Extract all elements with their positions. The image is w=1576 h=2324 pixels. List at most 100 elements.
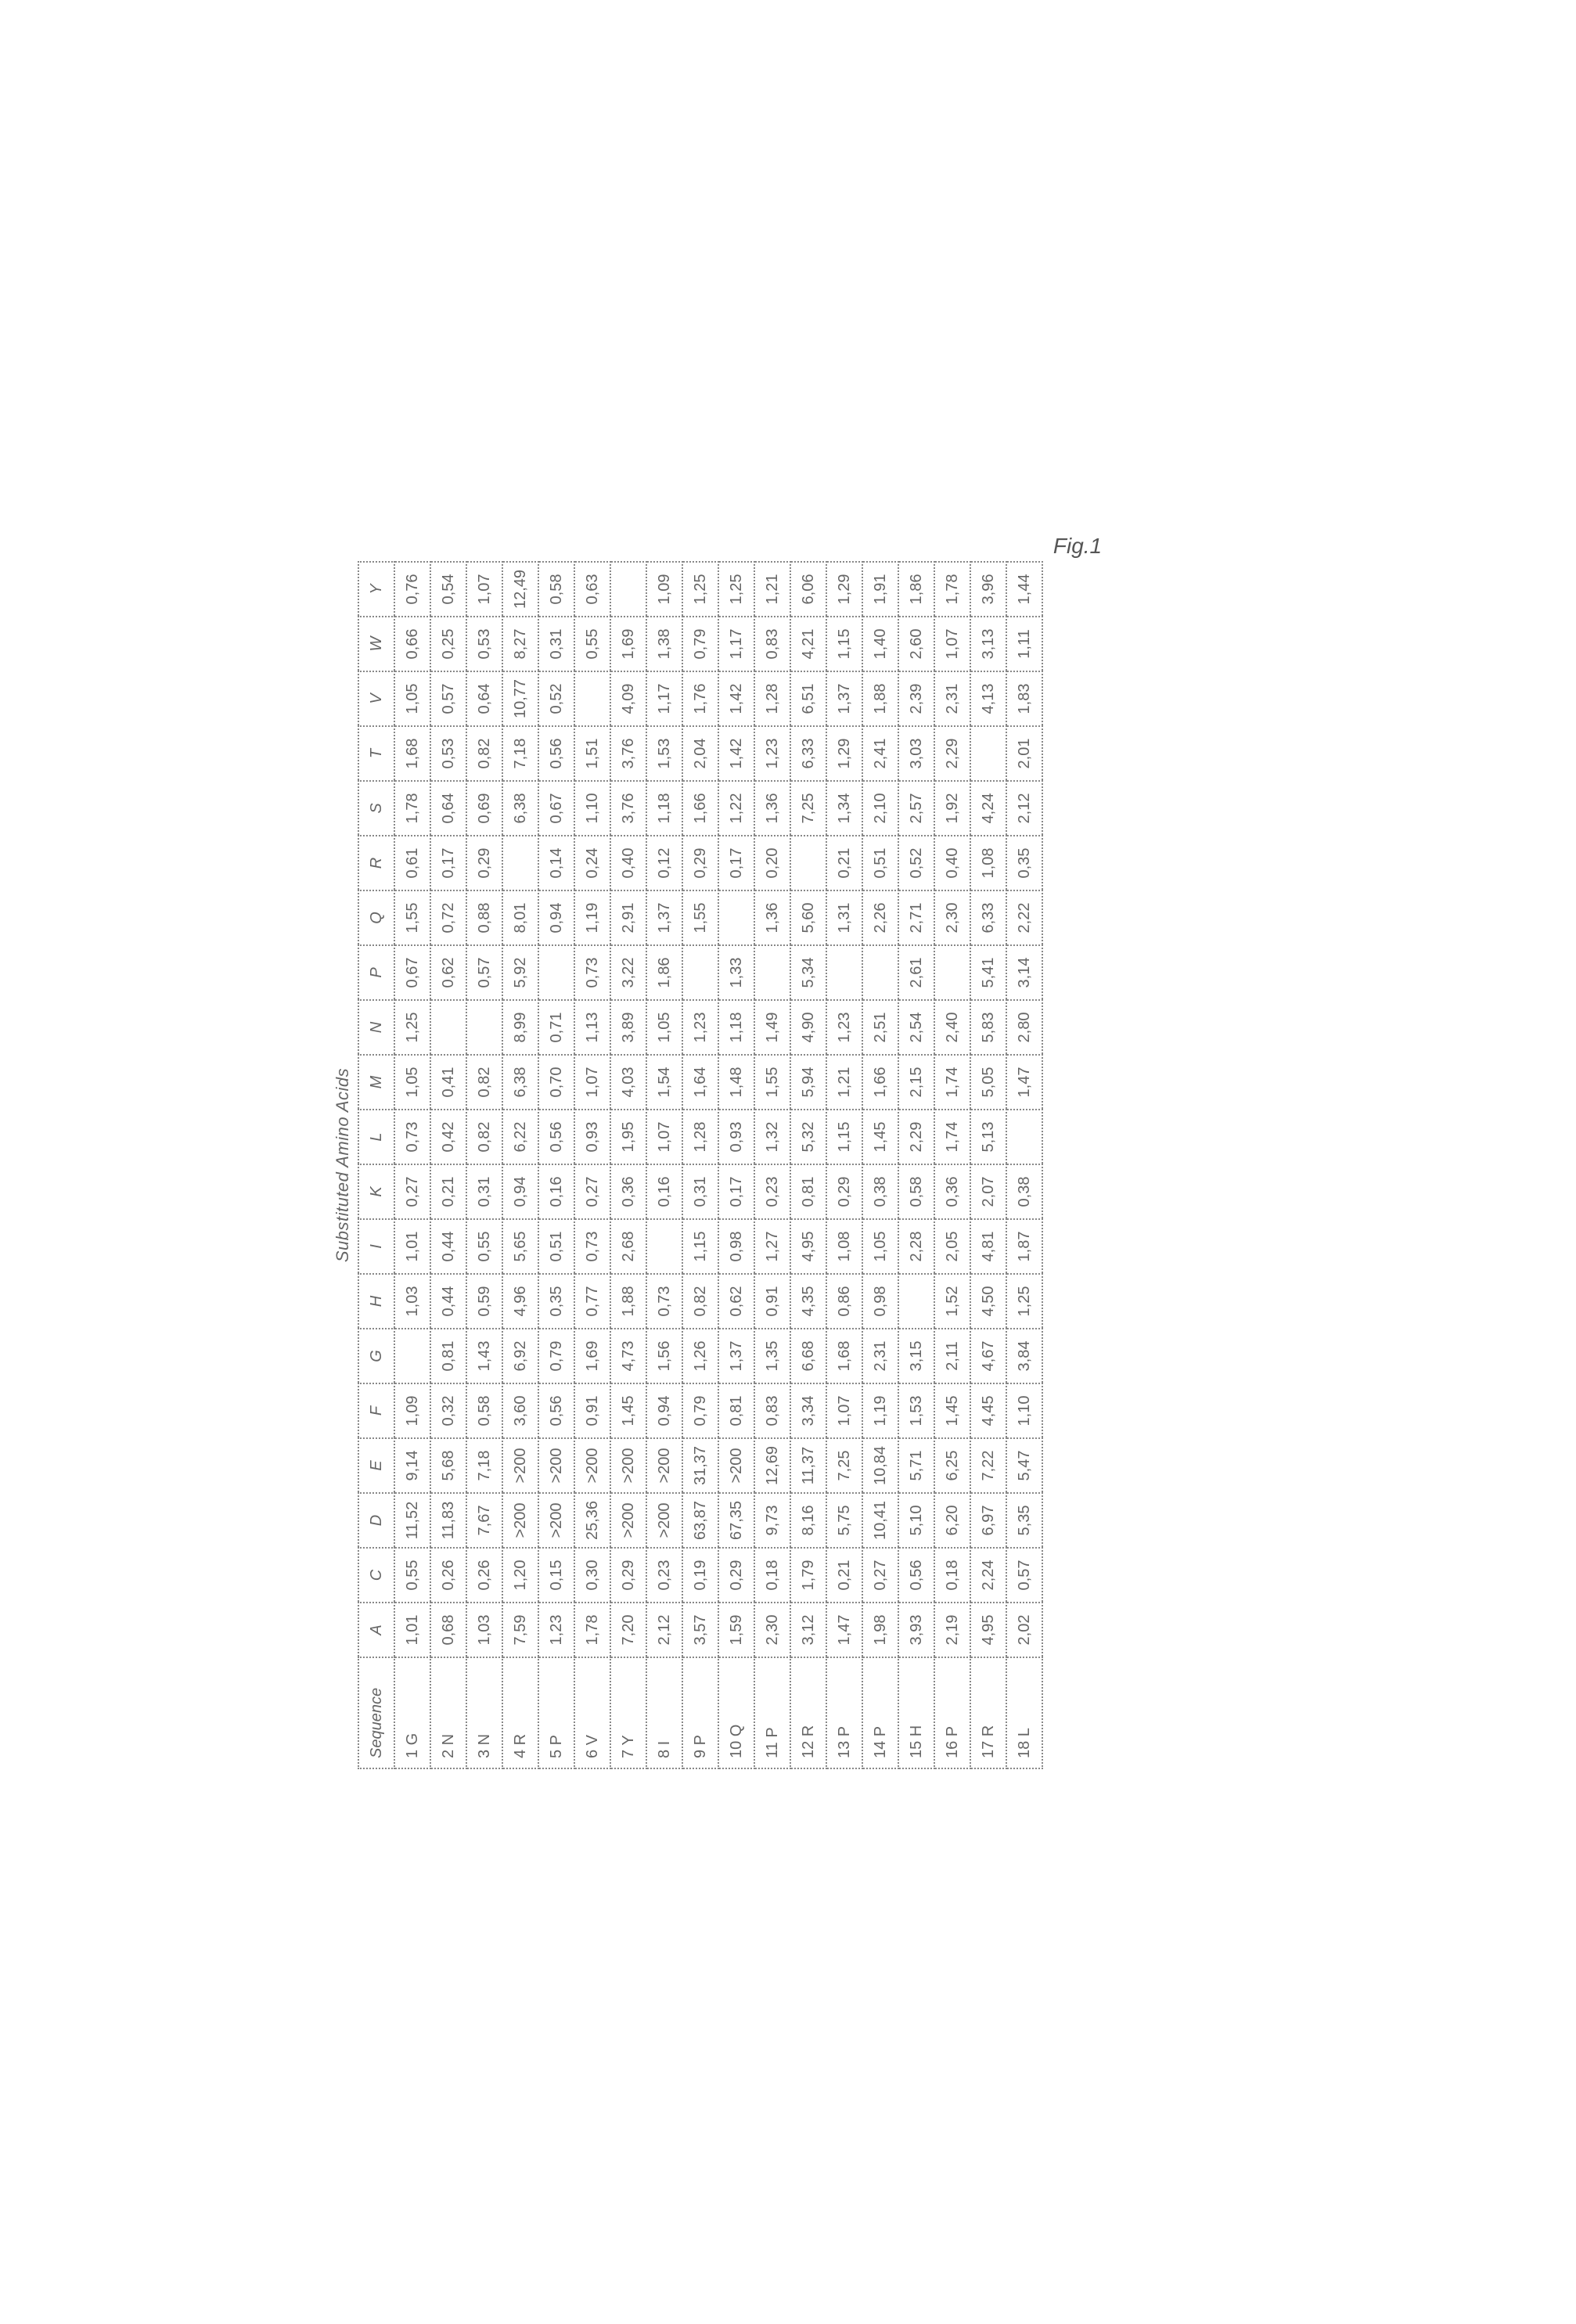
cell-value: 0,27 xyxy=(574,1164,610,1219)
cell-value: 1,05 xyxy=(862,1219,898,1274)
cell-value: 0,72 xyxy=(430,890,466,945)
cell-value: 5,41 xyxy=(970,945,1006,1000)
cell-value: 0,56 xyxy=(898,1548,934,1603)
cell-value: 6,22 xyxy=(502,1110,538,1164)
col-Y: Y xyxy=(358,562,394,617)
cell-value: 3,76 xyxy=(610,781,646,836)
cell-value: 1,11 xyxy=(1006,617,1042,671)
cell-value: 0,73 xyxy=(574,1219,610,1274)
cell-value: 8,27 xyxy=(502,617,538,671)
cell-value: 3,22 xyxy=(610,945,646,1000)
cell-value: 2,30 xyxy=(754,1603,790,1657)
cell-value: 6,68 xyxy=(790,1329,826,1383)
cell-value: 9,73 xyxy=(754,1493,790,1548)
cell-value: 1,79 xyxy=(790,1548,826,1603)
cell-sequence: 2 N xyxy=(430,1657,466,1768)
table-row: 18 L2,020,575,355,471,103,841,251,870,38… xyxy=(1006,562,1042,1768)
cell-value: 4,95 xyxy=(970,1603,1006,1657)
cell-value: 0,12 xyxy=(646,836,682,890)
cell-value: 2,24 xyxy=(970,1548,1006,1603)
cell-sequence: 7 Y xyxy=(610,1657,646,1768)
cell-value: 3,34 xyxy=(790,1383,826,1438)
cell-value: 1,07 xyxy=(646,1110,682,1164)
cell-value: 2,15 xyxy=(898,1055,934,1110)
cell-value: 2,30 xyxy=(934,890,970,945)
cell-value: 0,82 xyxy=(466,1055,502,1110)
cell-value: 0,94 xyxy=(538,890,574,945)
cell-value: 1,33 xyxy=(718,945,754,1000)
col-L: L xyxy=(358,1110,394,1164)
cell-sequence: 13 P xyxy=(826,1657,862,1768)
cell-value: 0,86 xyxy=(826,1274,862,1329)
cell-value: 1,91 xyxy=(862,562,898,617)
cell-value: 0,66 xyxy=(394,617,430,671)
cell-value: 0,17 xyxy=(718,1164,754,1219)
col-D: D xyxy=(358,1493,394,1548)
cell-value: 4,67 xyxy=(970,1329,1006,1383)
cell-value: 4,81 xyxy=(970,1219,1006,1274)
cell-value xyxy=(574,671,610,726)
cell-value: 5,05 xyxy=(970,1055,1006,1110)
cell-value: 0,82 xyxy=(466,1110,502,1164)
cell-value: 0,57 xyxy=(1006,1548,1042,1603)
table-header-row: SequenceACDEFGHIKLMNPQRSTVWY xyxy=(358,562,394,1768)
cell-value: 0,91 xyxy=(574,1383,610,1438)
cell-value: 1,74 xyxy=(934,1055,970,1110)
cell-value: 0,58 xyxy=(898,1164,934,1219)
cell-value: 0,81 xyxy=(718,1383,754,1438)
cell-value: 0,81 xyxy=(430,1329,466,1383)
cell-value xyxy=(826,945,862,1000)
cell-value: 11,83 xyxy=(430,1493,466,1548)
cell-value: 0,56 xyxy=(538,726,574,781)
cell-value: 0,51 xyxy=(862,836,898,890)
cell-value: 0,41 xyxy=(430,1055,466,1110)
cell-value: 0,44 xyxy=(430,1219,466,1274)
table-row: 1 G1,010,5511,529,141,091,031,010,270,73… xyxy=(394,562,430,1768)
cell-value: 1,13 xyxy=(574,1000,610,1055)
cell-value xyxy=(610,562,646,617)
cell-value: 7,18 xyxy=(502,726,538,781)
cell-value: 1,47 xyxy=(826,1603,862,1657)
cell-value: 1,48 xyxy=(718,1055,754,1110)
cell-value xyxy=(790,836,826,890)
cell-value: 1,15 xyxy=(826,617,862,671)
cell-value: 4,35 xyxy=(790,1274,826,1329)
cell-value: 4,96 xyxy=(502,1274,538,1329)
cell-value: 1,08 xyxy=(970,836,1006,890)
cell-value: 5,35 xyxy=(1006,1493,1042,1548)
cell-value xyxy=(754,945,790,1000)
cell-value: 0,76 xyxy=(394,562,430,617)
cell-value: 1,36 xyxy=(754,781,790,836)
cell-value: 1,45 xyxy=(862,1110,898,1164)
cell-value: 4,21 xyxy=(790,617,826,671)
cell-value: 0,57 xyxy=(430,671,466,726)
cell-value: 1,21 xyxy=(754,562,790,617)
cell-value: 2,57 xyxy=(898,781,934,836)
cell-value: 0,14 xyxy=(538,836,574,890)
cell-value: 1,34 xyxy=(826,781,862,836)
cell-sequence: 1 G xyxy=(394,1657,430,1768)
cell-value: 1,98 xyxy=(862,1603,898,1657)
cell-value: >200 xyxy=(502,1493,538,1548)
cell-value: 7,67 xyxy=(466,1493,502,1548)
cell-value: 31,37 xyxy=(682,1438,718,1493)
cell-value: 1,31 xyxy=(826,890,862,945)
cell-value: 2,68 xyxy=(610,1219,646,1274)
figure-label: Fig.1 xyxy=(1053,534,1102,559)
cell-value: 0,56 xyxy=(538,1383,574,1438)
cell-value: 1,78 xyxy=(394,781,430,836)
cell-value: 0,17 xyxy=(718,836,754,890)
cell-value: 0,35 xyxy=(538,1274,574,1329)
cell-value: 2,01 xyxy=(1006,726,1042,781)
cell-value: 2,61 xyxy=(898,945,934,1000)
cell-sequence: 18 L xyxy=(1006,1657,1042,1768)
cell-value: 1,43 xyxy=(466,1329,502,1383)
cell-value: 1,47 xyxy=(1006,1055,1042,1110)
col-K: K xyxy=(358,1164,394,1219)
cell-value: 2,02 xyxy=(1006,1603,1042,1657)
cell-value: 0,93 xyxy=(574,1110,610,1164)
col-A: A xyxy=(358,1603,394,1657)
cell-value: 3,03 xyxy=(898,726,934,781)
cell-value: 5,60 xyxy=(790,890,826,945)
cell-value: 0,21 xyxy=(430,1164,466,1219)
